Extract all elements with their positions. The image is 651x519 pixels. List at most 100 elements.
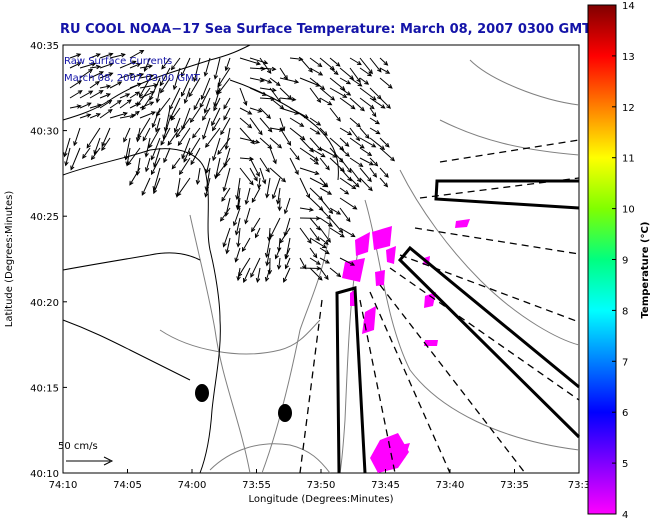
current-vector xyxy=(69,53,82,59)
y-axis-label: Latitude (Degrees:Minutes) xyxy=(4,191,15,328)
bathymetry-contour xyxy=(439,119,580,156)
current-vector xyxy=(89,113,101,119)
x-tick-label: 74:00 xyxy=(178,480,207,491)
current-vector xyxy=(172,67,181,91)
x-tick-label: 74:10 xyxy=(49,480,78,491)
current-vector xyxy=(309,117,322,126)
current-vector xyxy=(359,87,377,101)
current-vector xyxy=(339,137,350,147)
current-vector xyxy=(319,177,329,188)
current-vector xyxy=(170,107,181,121)
current-vector xyxy=(299,147,319,161)
current-vector xyxy=(359,67,373,77)
colorbar-tick-label: 12 xyxy=(622,103,635,114)
sampling-box xyxy=(335,286,367,474)
bathymetry-contour xyxy=(159,319,321,355)
current-vector xyxy=(379,177,389,188)
current-vector xyxy=(279,127,292,146)
current-vector xyxy=(139,64,154,69)
current-vector xyxy=(244,187,251,206)
current-vector xyxy=(349,167,362,183)
current-vector xyxy=(309,217,321,231)
current-vector xyxy=(339,207,351,223)
current-vector xyxy=(69,104,82,109)
current-vector xyxy=(349,57,362,66)
current-vector xyxy=(109,99,122,109)
current-vector xyxy=(224,57,231,72)
current-vector xyxy=(249,77,265,83)
current-vector xyxy=(309,227,320,242)
current-vector xyxy=(176,177,191,197)
current-vector xyxy=(329,267,342,278)
current-vector xyxy=(319,187,333,195)
current-vector xyxy=(259,57,272,75)
current-vector xyxy=(319,197,334,215)
current-vector xyxy=(319,147,338,158)
current-vector xyxy=(142,127,151,142)
current-vector xyxy=(269,77,281,87)
current-vector xyxy=(119,93,131,99)
current-vector xyxy=(63,137,71,158)
sst-patch xyxy=(424,292,436,308)
current-vector xyxy=(99,52,114,59)
current-vector xyxy=(135,127,141,143)
sst-patch xyxy=(342,258,365,282)
current-vector xyxy=(329,227,345,238)
current-vector xyxy=(239,107,253,115)
current-vector xyxy=(339,97,356,110)
current-vector xyxy=(239,117,253,129)
current-vector xyxy=(239,137,261,144)
current-vector xyxy=(204,177,211,198)
current-vector xyxy=(79,62,97,69)
current-vector xyxy=(213,87,221,108)
bathymetry-contours xyxy=(159,59,580,474)
current-vector xyxy=(192,127,201,139)
x-axis-label: Longitude (Degrees:Minutes) xyxy=(248,494,393,505)
current-vector xyxy=(339,227,356,238)
current-vector xyxy=(170,57,181,71)
colorbar-label: Temperature (°C) xyxy=(640,222,651,319)
current-vector xyxy=(299,227,312,244)
current-vector xyxy=(222,227,231,248)
colorbar-tick-label: 10 xyxy=(622,205,635,216)
x-tick-label: 73:35 xyxy=(500,480,529,491)
current-vector xyxy=(143,57,151,73)
current-vector xyxy=(173,117,181,134)
current-vector xyxy=(82,147,91,159)
current-vector xyxy=(339,187,350,195)
current-vector xyxy=(339,87,352,96)
current-vector xyxy=(309,127,321,135)
y-tick-label: 40:10 xyxy=(30,469,59,480)
current-vector xyxy=(195,167,201,185)
current-vector xyxy=(202,107,211,121)
current-vector xyxy=(269,137,283,149)
current-vector xyxy=(171,157,181,170)
current-vector xyxy=(203,57,211,77)
current-vector xyxy=(284,257,291,270)
current-vector xyxy=(349,177,360,188)
current-vector xyxy=(369,97,386,109)
current-vector xyxy=(259,66,277,72)
sampling-boxes xyxy=(335,179,581,474)
current-vector xyxy=(119,60,137,69)
colorbar-tick-label: 6 xyxy=(622,408,628,419)
coastline-segment xyxy=(62,252,201,271)
current-vector xyxy=(319,257,331,264)
current-vector xyxy=(223,107,231,121)
coastline-segment xyxy=(199,249,221,474)
scale-arrow: 50 cm/s xyxy=(58,441,114,466)
current-vector xyxy=(151,107,161,129)
current-vector xyxy=(79,68,94,79)
current-vector xyxy=(299,207,315,212)
current-vector xyxy=(124,137,131,161)
current-vector xyxy=(189,107,201,124)
x-tick-label: 73:45 xyxy=(371,480,400,491)
current-vector xyxy=(167,127,181,146)
transect-line xyxy=(369,291,451,474)
current-vector xyxy=(160,127,171,146)
current-vector xyxy=(241,237,251,253)
current-vector xyxy=(309,67,324,76)
current-vector xyxy=(379,77,393,89)
current-vector xyxy=(264,237,271,258)
current-vector xyxy=(224,127,231,151)
